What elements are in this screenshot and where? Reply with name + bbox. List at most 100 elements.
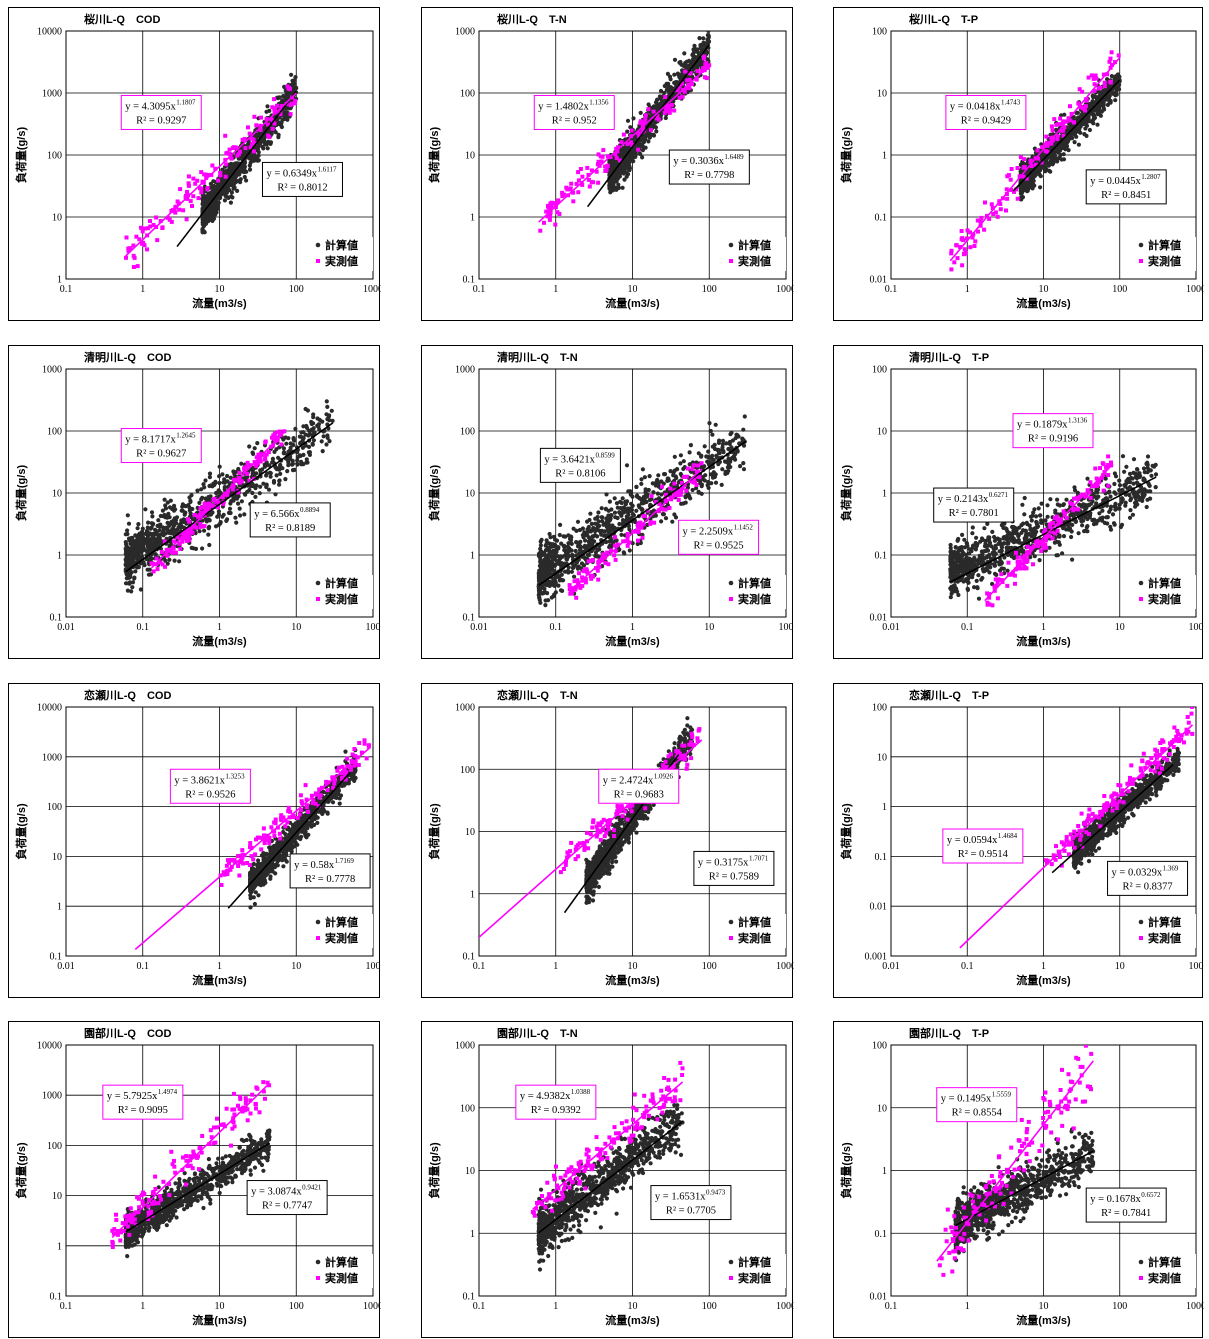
computed-point bbox=[728, 432, 732, 436]
equation-text: y = 4.3095x bbox=[125, 101, 176, 112]
computed-point bbox=[143, 507, 147, 511]
measured-point bbox=[204, 173, 208, 177]
computed-point bbox=[203, 219, 207, 223]
measured-point bbox=[644, 113, 648, 117]
measured-point bbox=[979, 216, 983, 220]
computed-point bbox=[284, 442, 288, 446]
computed-point bbox=[721, 439, 725, 443]
measured-point bbox=[224, 162, 228, 166]
computed-point bbox=[638, 152, 642, 156]
computed-point bbox=[282, 117, 286, 121]
measured-point bbox=[1052, 117, 1056, 121]
computed-point bbox=[655, 98, 659, 102]
computed-point bbox=[1102, 106, 1106, 110]
measured-point bbox=[206, 186, 210, 190]
computed-point bbox=[639, 482, 643, 486]
y-axis-label: 負荷量(g/s) bbox=[839, 127, 853, 184]
computed-point bbox=[217, 509, 221, 513]
computed-point bbox=[138, 539, 142, 543]
computed-point bbox=[197, 501, 201, 505]
x-axis-label: 流量(m3/s) bbox=[192, 296, 247, 310]
computed-point bbox=[175, 515, 179, 519]
measured-point bbox=[1072, 120, 1076, 124]
computed-point bbox=[289, 73, 293, 77]
x-tick-label: 0.1 bbox=[885, 284, 898, 295]
computed-point bbox=[651, 124, 655, 128]
measured-point bbox=[657, 118, 661, 122]
computed-point bbox=[1076, 130, 1080, 134]
computed-point bbox=[613, 511, 617, 515]
chart-title: 清明川L-Q T-N bbox=[497, 350, 578, 364]
computed-point bbox=[126, 513, 130, 517]
measured-point bbox=[216, 179, 220, 183]
computed-point bbox=[1088, 128, 1092, 132]
measured-point bbox=[287, 87, 291, 91]
computed-point bbox=[325, 399, 329, 403]
measured-point bbox=[199, 525, 203, 529]
computed-point bbox=[141, 527, 145, 531]
measured-point bbox=[1054, 123, 1058, 127]
legend-computed-label: 計算値 bbox=[738, 238, 771, 252]
computed-point bbox=[251, 451, 255, 455]
measured-point bbox=[185, 217, 189, 221]
computed-point bbox=[231, 469, 235, 473]
measured-point bbox=[165, 554, 169, 558]
legend-computed-marker bbox=[1139, 243, 1144, 248]
computed-point bbox=[136, 522, 140, 526]
computed-point bbox=[285, 469, 289, 473]
computed-point bbox=[167, 558, 171, 562]
computed-point bbox=[697, 36, 701, 40]
measured-point bbox=[1044, 135, 1048, 139]
computed-point bbox=[280, 125, 284, 129]
computed-point bbox=[1030, 179, 1034, 183]
computed-point bbox=[671, 471, 675, 475]
y-tick-label: 1 bbox=[470, 551, 475, 562]
measured-point bbox=[203, 502, 207, 506]
computed-point bbox=[207, 525, 211, 529]
x-tick-label: 10 bbox=[1039, 284, 1049, 295]
computed-point bbox=[738, 464, 742, 468]
computed-point bbox=[1020, 191, 1024, 195]
computed-point bbox=[322, 434, 326, 438]
computed-point bbox=[250, 491, 254, 495]
computed-point bbox=[129, 542, 133, 546]
measured-point bbox=[643, 117, 647, 121]
computed-point bbox=[229, 511, 233, 515]
computed-point bbox=[282, 85, 286, 89]
computed-point bbox=[165, 527, 169, 531]
computed-point bbox=[253, 486, 257, 490]
computed-point bbox=[1060, 145, 1064, 149]
measured-point bbox=[264, 440, 268, 444]
computed-point bbox=[130, 585, 134, 589]
legend-computed-label: 計算値 bbox=[325, 576, 358, 590]
computed-point bbox=[327, 439, 331, 443]
x-tick-label: 1 bbox=[630, 622, 635, 633]
measured-point bbox=[187, 174, 191, 178]
computed-point bbox=[177, 559, 181, 563]
measured-point bbox=[252, 115, 256, 119]
equation-exponent: 1.2645 bbox=[176, 432, 196, 440]
measured-point bbox=[178, 547, 182, 551]
computed-point bbox=[158, 523, 162, 527]
x-tick-label: 10 bbox=[628, 284, 638, 295]
measured-point bbox=[588, 185, 592, 189]
computed-point bbox=[265, 104, 269, 108]
computed-point bbox=[218, 465, 222, 469]
measured-point bbox=[576, 190, 580, 194]
computed-point bbox=[613, 515, 617, 519]
equation-exponent: 1.6117 bbox=[318, 165, 337, 173]
computed-point bbox=[663, 472, 667, 476]
computed-point bbox=[725, 471, 729, 475]
computed-point bbox=[240, 499, 244, 503]
x-tick-label: 100 bbox=[366, 622, 381, 633]
computed-point bbox=[548, 532, 552, 536]
measured-point bbox=[615, 156, 619, 160]
computed-point bbox=[236, 502, 240, 506]
computed-point bbox=[707, 421, 711, 425]
computed-point bbox=[1097, 104, 1101, 108]
measured-point bbox=[960, 263, 964, 267]
